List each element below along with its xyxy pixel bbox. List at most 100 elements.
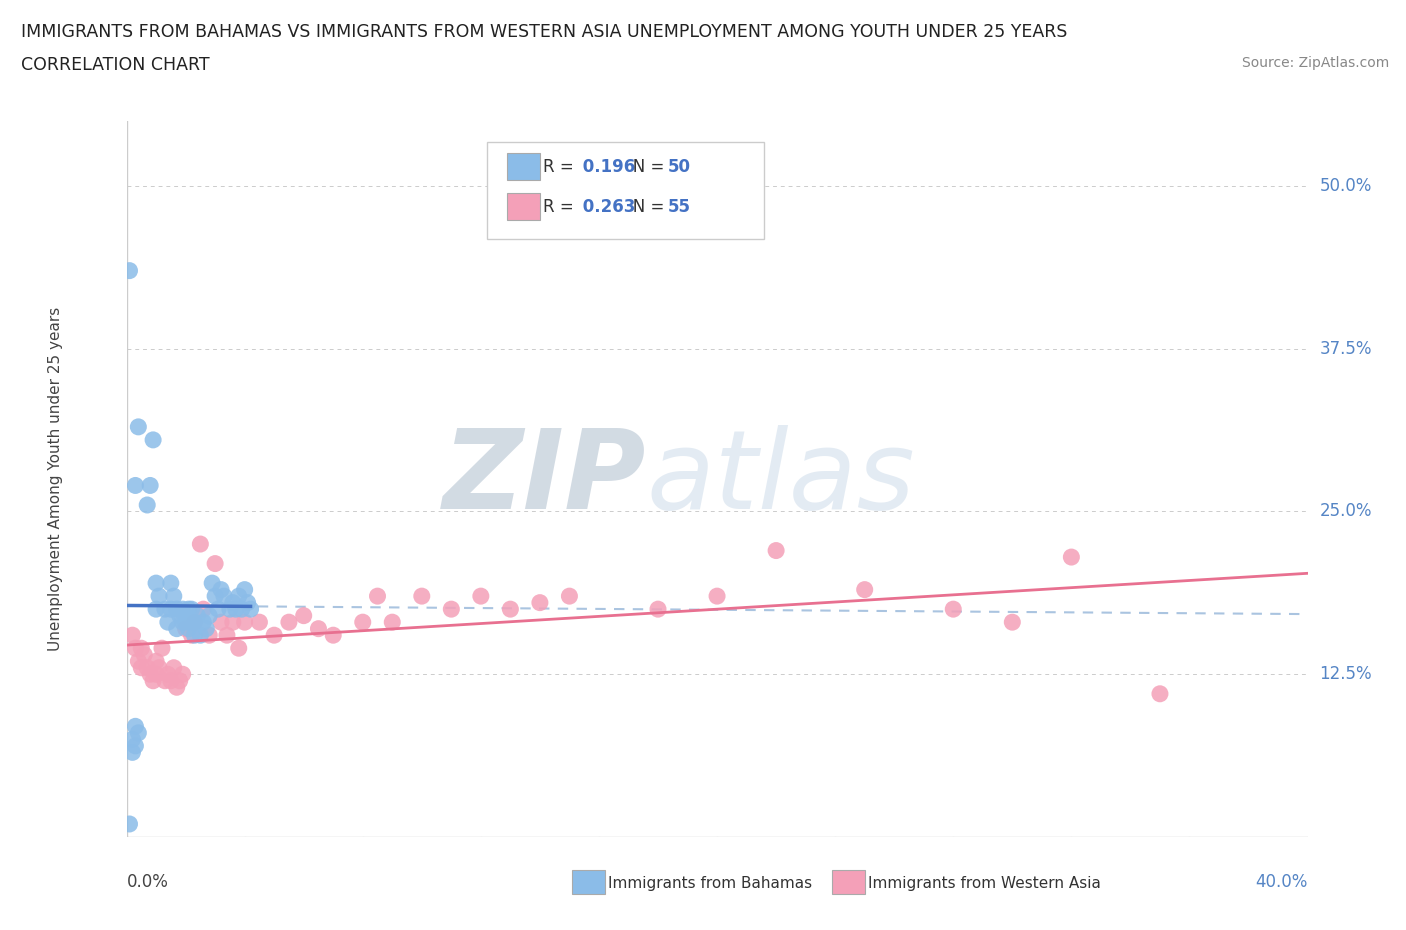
Point [134,647,156,662]
Point [308,621,330,636]
Text: 12.5%: 12.5% [1319,665,1372,684]
Point [129,660,153,675]
Point [411,589,433,604]
Point [180,628,202,643]
Point [183,615,205,630]
Point [212,589,235,604]
Text: 50: 50 [668,158,690,177]
Point [204,589,226,604]
Point [156,667,179,682]
Point [121,628,143,643]
Point [121,732,143,747]
Point [118,817,141,831]
Text: N =: N = [617,198,669,216]
Point [172,602,194,617]
Point [367,589,389,604]
Point [381,615,404,630]
Text: R =: R = [544,198,579,216]
Point [183,628,205,643]
Point [352,615,374,630]
Point [160,576,183,591]
Point [186,608,208,623]
Point [127,725,149,740]
Point [145,667,167,682]
Point [166,621,188,636]
FancyBboxPatch shape [486,142,765,239]
Point [180,602,202,617]
Point [142,673,165,688]
Text: Source: ZipAtlas.com: Source: ZipAtlas.com [1241,56,1389,70]
Point [124,738,146,753]
Point [124,641,146,656]
Point [153,673,176,688]
Text: 0.263: 0.263 [576,198,636,216]
Point [231,602,253,617]
Point [150,641,173,656]
Point [292,608,315,623]
Point [160,673,183,688]
Text: Unemployment Among Youth under 25 years: Unemployment Among Youth under 25 years [48,307,63,651]
Text: Immigrants from Bahamas: Immigrants from Bahamas [609,876,813,891]
Text: ZIP: ZIP [443,425,647,533]
Text: 40.0%: 40.0% [1256,873,1308,892]
Point [127,654,149,669]
Point [163,589,186,604]
Point [1060,550,1083,565]
Point [470,589,492,604]
Point [153,602,176,617]
Point [440,602,463,617]
Point [166,680,188,695]
Point [145,654,167,669]
Point [193,602,215,617]
Point [183,615,205,630]
Point [647,602,669,617]
Point [195,621,218,636]
Point [193,615,215,630]
Point [1001,615,1024,630]
Point [177,621,200,636]
Point [209,615,232,630]
FancyBboxPatch shape [506,153,540,180]
Point [207,602,229,617]
Text: 50.0%: 50.0% [1319,177,1372,195]
Point [322,628,344,643]
Point [148,589,170,604]
Point [169,673,191,688]
FancyBboxPatch shape [572,870,605,895]
Point [145,602,167,617]
Point [278,615,301,630]
Point [263,628,285,643]
Point [222,595,245,610]
Point [118,263,141,278]
FancyBboxPatch shape [506,193,540,219]
Point [156,615,179,630]
Point [139,478,162,493]
Text: N =: N = [617,158,669,177]
Point [169,608,191,623]
Point [198,608,221,623]
Point [942,602,965,617]
Point [160,602,183,617]
Point [233,615,256,630]
Point [249,615,271,630]
Point [148,660,170,675]
Point [239,602,262,617]
Point [228,589,250,604]
Point [139,667,162,682]
Text: CORRELATION CHART: CORRELATION CHART [21,56,209,73]
Point [172,615,194,630]
Point [174,621,197,636]
Point [209,582,232,597]
Text: 0.196: 0.196 [576,158,634,177]
Point [124,478,146,493]
Point [127,419,149,434]
Point [201,576,224,591]
Point [228,641,250,656]
Point [706,589,728,604]
Point [166,602,188,617]
Point [558,589,581,604]
Point [188,628,212,643]
Text: 0.0%: 0.0% [127,873,169,892]
Point [222,615,245,630]
Point [853,582,876,597]
